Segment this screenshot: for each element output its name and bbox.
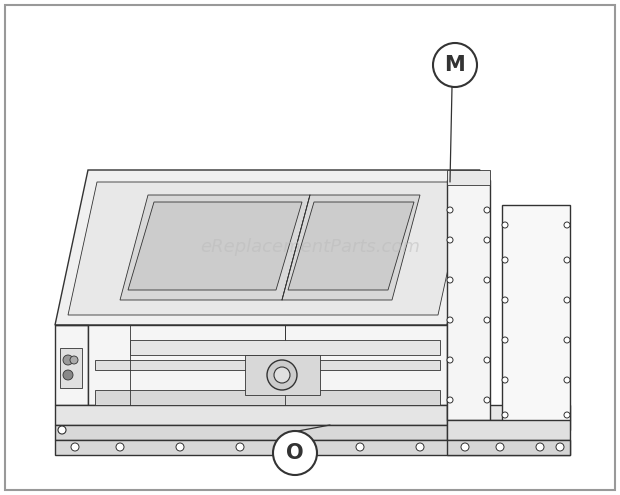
Circle shape xyxy=(496,443,504,451)
Circle shape xyxy=(116,443,124,451)
Circle shape xyxy=(447,207,453,213)
Circle shape xyxy=(564,257,570,263)
Circle shape xyxy=(461,443,469,451)
Circle shape xyxy=(564,297,570,303)
Circle shape xyxy=(502,257,508,263)
Circle shape xyxy=(564,222,570,228)
Circle shape xyxy=(484,207,490,213)
Polygon shape xyxy=(447,440,570,455)
Circle shape xyxy=(58,426,66,434)
Polygon shape xyxy=(60,348,82,388)
Text: O: O xyxy=(286,443,304,463)
Circle shape xyxy=(502,337,508,343)
Polygon shape xyxy=(55,325,88,405)
Polygon shape xyxy=(447,180,490,420)
Circle shape xyxy=(564,412,570,418)
Polygon shape xyxy=(68,182,467,315)
Circle shape xyxy=(176,443,184,451)
Circle shape xyxy=(274,367,290,383)
Circle shape xyxy=(536,443,544,451)
Circle shape xyxy=(564,337,570,343)
Circle shape xyxy=(502,377,508,383)
Circle shape xyxy=(70,356,78,364)
Circle shape xyxy=(63,355,73,365)
Polygon shape xyxy=(288,202,414,290)
Polygon shape xyxy=(447,420,570,440)
Circle shape xyxy=(447,277,453,283)
Polygon shape xyxy=(88,325,447,405)
Polygon shape xyxy=(282,195,420,300)
Circle shape xyxy=(356,443,364,451)
Polygon shape xyxy=(95,390,440,405)
Polygon shape xyxy=(128,202,302,290)
Circle shape xyxy=(267,360,297,390)
Circle shape xyxy=(63,370,73,380)
Circle shape xyxy=(484,357,490,363)
Circle shape xyxy=(564,377,570,383)
Circle shape xyxy=(484,237,490,243)
Polygon shape xyxy=(447,170,490,185)
Circle shape xyxy=(484,397,490,403)
Circle shape xyxy=(447,237,453,243)
Circle shape xyxy=(484,317,490,323)
Circle shape xyxy=(416,443,424,451)
Circle shape xyxy=(556,443,564,451)
Polygon shape xyxy=(130,340,440,355)
Circle shape xyxy=(447,317,453,323)
Polygon shape xyxy=(55,405,447,425)
Text: eReplacementParts.com: eReplacementParts.com xyxy=(200,238,420,256)
Circle shape xyxy=(296,443,304,451)
Polygon shape xyxy=(447,405,570,420)
Polygon shape xyxy=(245,355,320,395)
Text: M: M xyxy=(445,55,466,75)
Circle shape xyxy=(71,443,79,451)
Circle shape xyxy=(273,431,317,475)
Circle shape xyxy=(433,43,477,87)
Circle shape xyxy=(502,412,508,418)
Polygon shape xyxy=(120,195,310,300)
Circle shape xyxy=(236,443,244,451)
Circle shape xyxy=(484,277,490,283)
Polygon shape xyxy=(55,425,447,440)
Circle shape xyxy=(502,222,508,228)
Circle shape xyxy=(447,357,453,363)
Polygon shape xyxy=(55,170,480,325)
Circle shape xyxy=(502,297,508,303)
Polygon shape xyxy=(502,205,570,430)
Circle shape xyxy=(447,397,453,403)
Polygon shape xyxy=(95,360,440,370)
Polygon shape xyxy=(55,440,570,455)
